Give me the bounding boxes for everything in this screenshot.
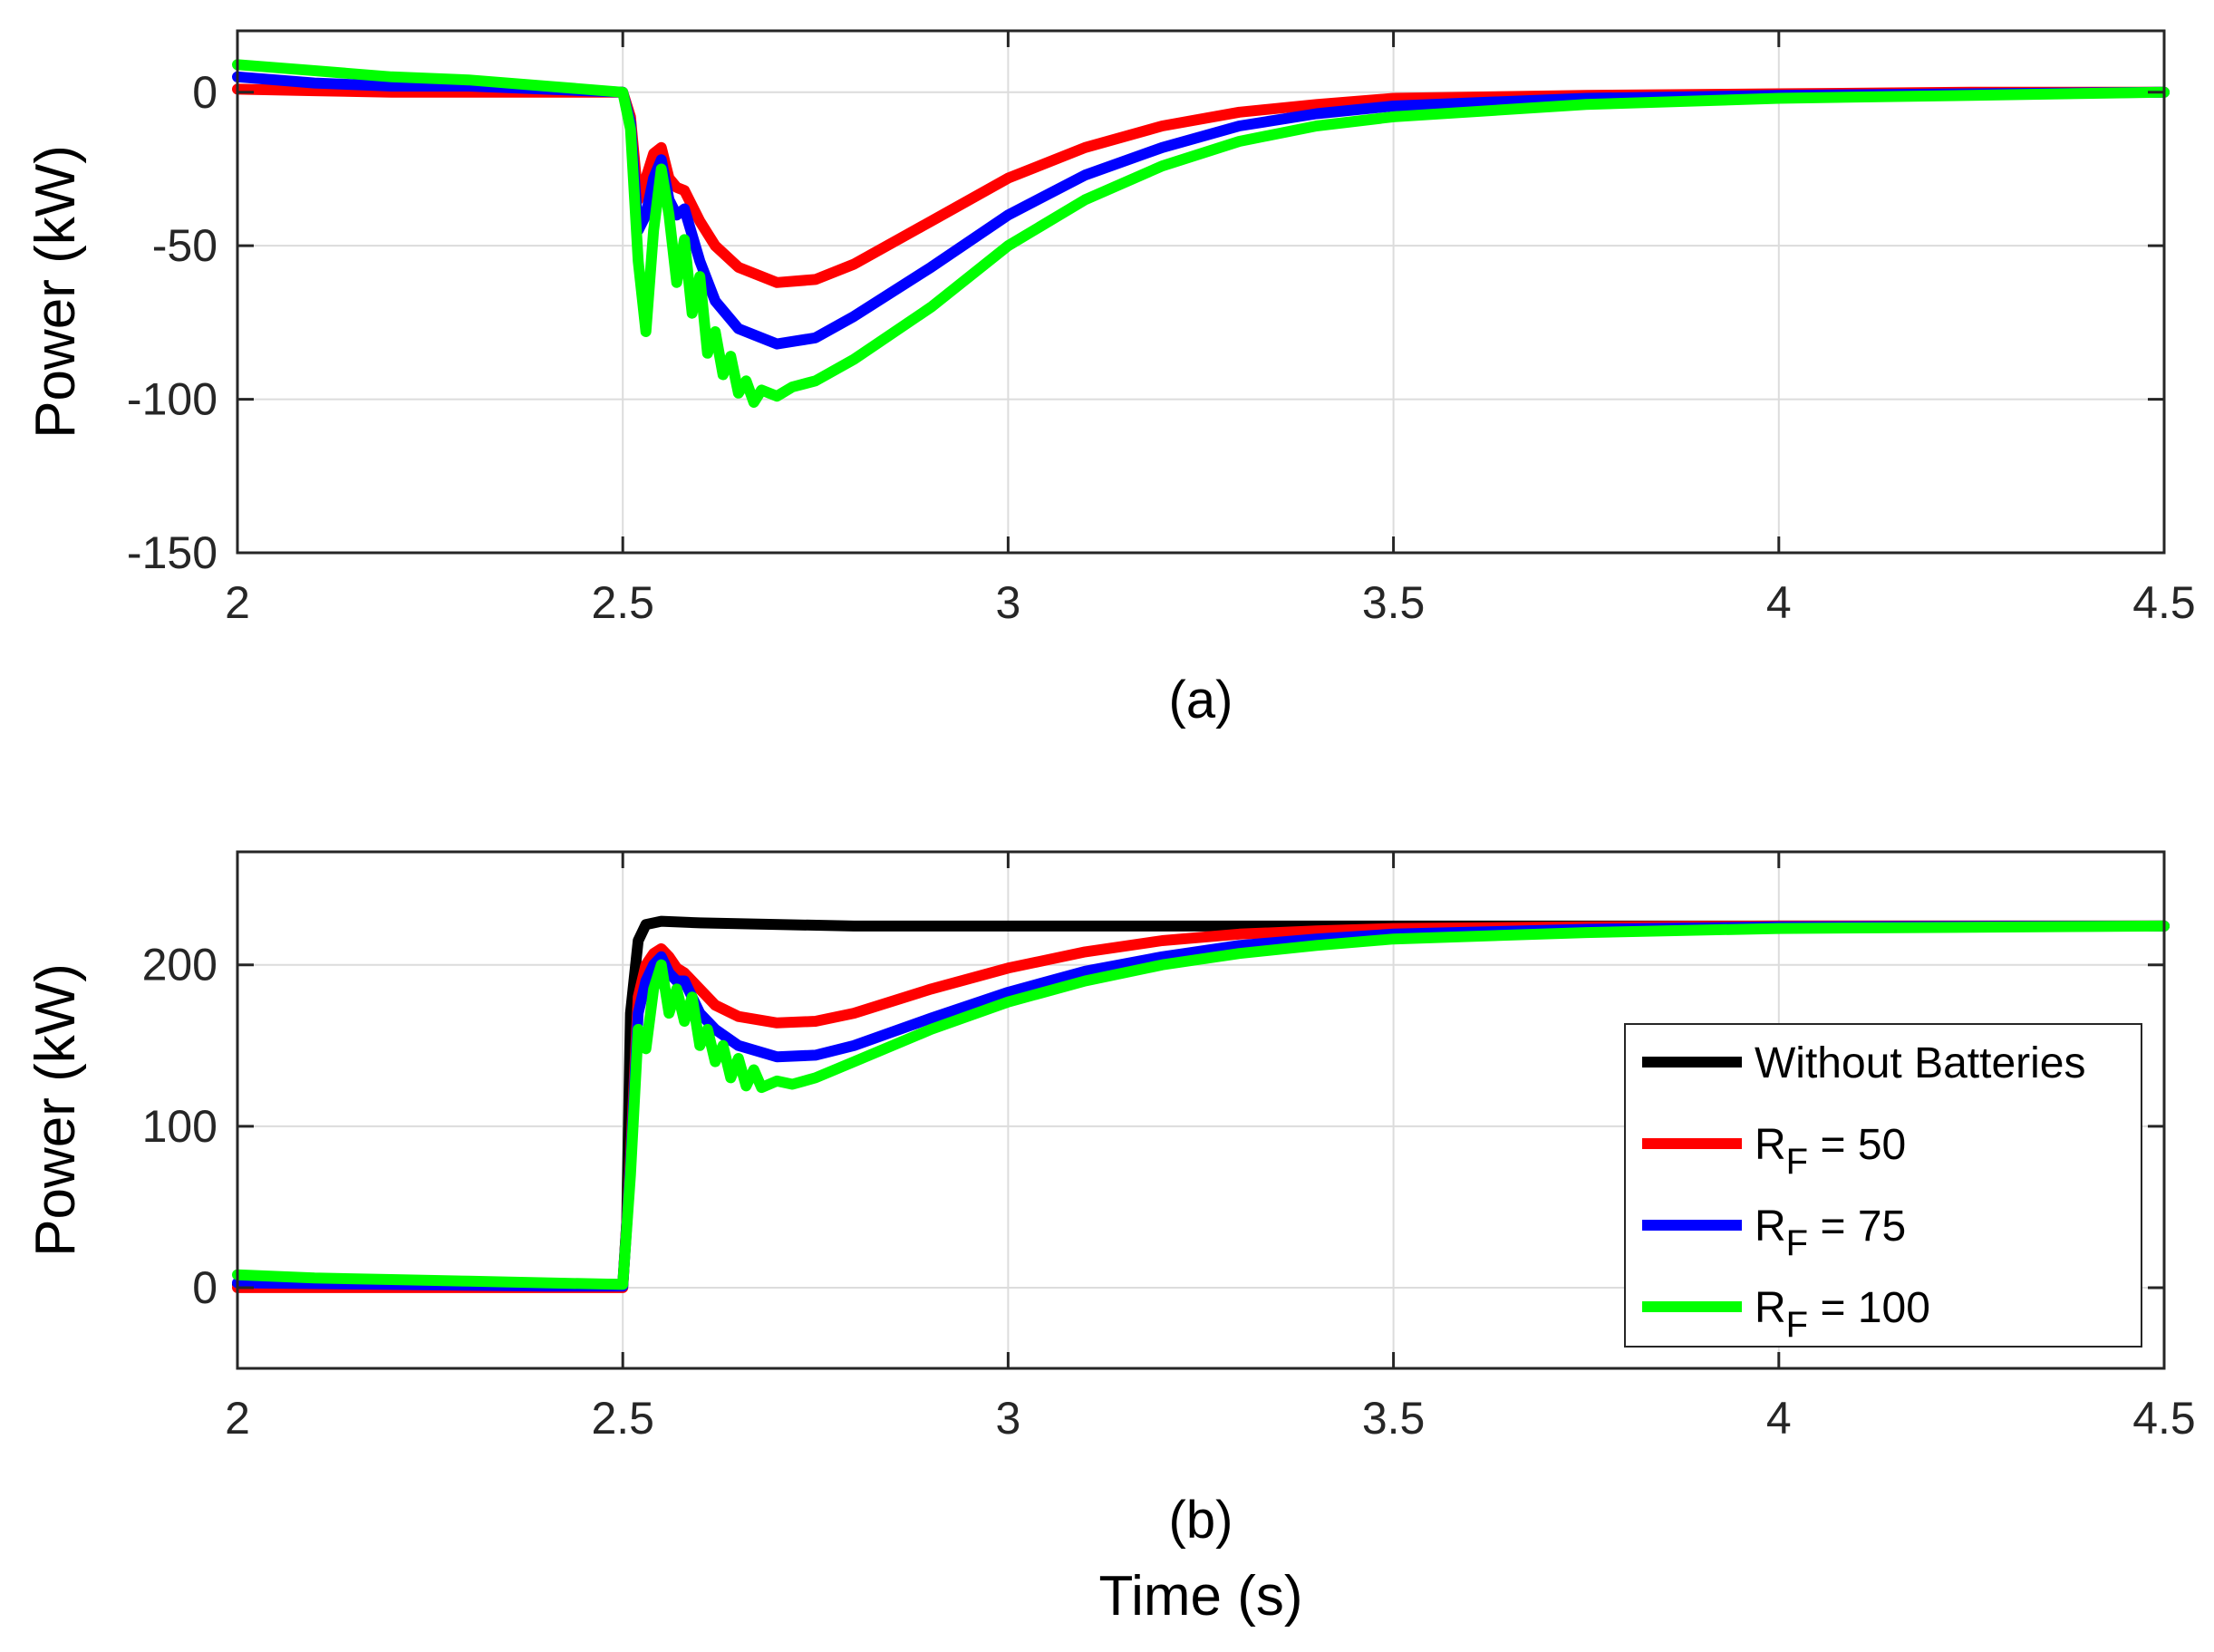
- y-tick-label: -100: [127, 374, 218, 425]
- y-axis-label-b: Power (kW): [24, 963, 87, 1257]
- chart-panel-a: 2 2.5 3 3.5 4 4.5 0 -50 -100 -150 Power (kW) (a): [24, 29, 2196, 729]
- subtitle-b: (b): [1169, 1491, 1233, 1550]
- plot-area-a: [237, 31, 2164, 553]
- series-group-a: [232, 59, 2170, 408]
- x-tick-label: 2.5: [591, 577, 654, 628]
- y-axis-label-a: Power (kW): [24, 145, 87, 439]
- x-tick-label: 2.5: [591, 1393, 654, 1444]
- axes-box-a: [236, 29, 2166, 555]
- x-tick-label: 4.5: [2132, 577, 2196, 628]
- x-tick-label: 4.5: [2132, 1393, 2196, 1444]
- y-tick-label: -50: [152, 220, 218, 271]
- x-tick-label: 4: [1766, 1393, 1792, 1444]
- legend: Without Batteries RF = 50 RF = 75 RF = 100: [1624, 1023, 2142, 1348]
- legend-box: [1624, 1023, 2142, 1348]
- series-group-b: [232, 915, 2170, 1293]
- x-tick-label: 4: [1766, 577, 1792, 628]
- y-tick-label: 200: [142, 940, 218, 990]
- y-tick-label: -150: [127, 527, 218, 578]
- x-tick-label: 3.5: [1362, 577, 1426, 628]
- y-tick-label: 0: [192, 67, 218, 118]
- x-axis-label-b: Time (s): [1099, 1565, 1303, 1628]
- x-tick-label: 2: [225, 577, 250, 628]
- legend-label: RF = 75: [1755, 1203, 1906, 1263]
- series-line-rf-100: [232, 59, 2170, 408]
- series-line-rf-100: [232, 920, 2170, 1290]
- subtitle-a: (a): [1169, 671, 1233, 729]
- legend-label: RF = 50: [1755, 1121, 1906, 1182]
- x-tick-label: 2: [225, 1393, 250, 1444]
- chart-panel-b: 2 2.5 3 3.5 4 4.5 0 100 200 Power (kW) (b) Time …: [24, 850, 2196, 1628]
- y-tick-label: 0: [192, 1262, 218, 1313]
- ticks-b: 2 2.5 3 3.5 4 4.5 0 100 200: [142, 852, 2196, 1444]
- legend-entries: Without Batteries RF = 50 RF = 75 RF = 100: [1642, 1039, 2085, 1345]
- x-tick-label: 3: [995, 1393, 1020, 1444]
- x-tick-label: 3.5: [1362, 1393, 1426, 1444]
- x-tick-label: 3: [995, 577, 1020, 628]
- legend-label: Without Batteries: [1755, 1039, 2085, 1087]
- axes-box-b: [236, 850, 2166, 1370]
- legend-label: RF = 100: [1755, 1284, 1930, 1345]
- y-tick-label: 100: [142, 1101, 218, 1152]
- ticks-a: 2 2.5 3 3.5 4 4.5 0 -50 -100 -150: [127, 31, 2196, 628]
